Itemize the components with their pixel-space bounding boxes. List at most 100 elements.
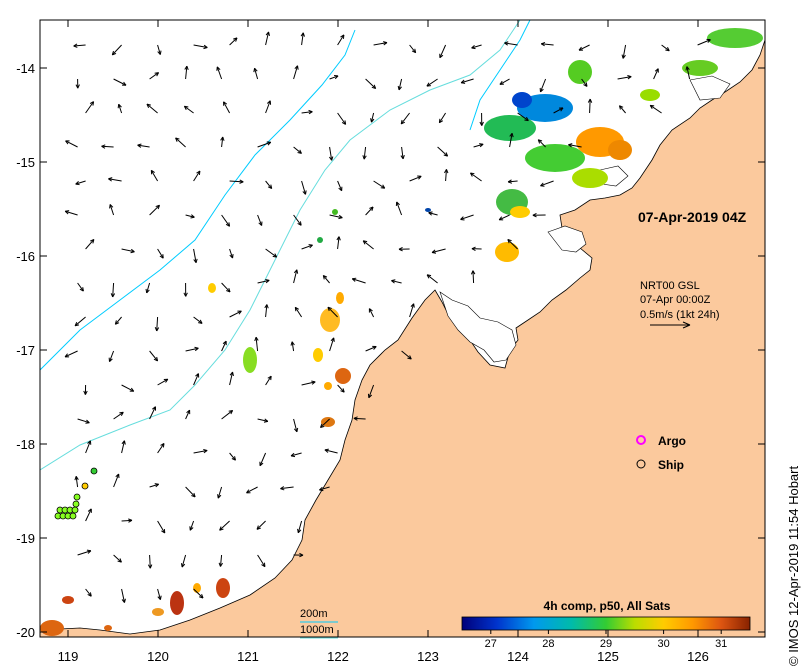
current-vector-head <box>159 595 162 600</box>
current-vector-head <box>115 473 120 478</box>
current-vector-head <box>112 293 116 298</box>
current-vector <box>257 418 268 422</box>
current-vector <box>537 139 546 148</box>
current-vector <box>540 180 554 187</box>
current-vector-head <box>340 34 345 38</box>
current-vector-head <box>149 564 153 569</box>
current-vector-head <box>431 252 437 254</box>
current-vector <box>401 146 404 159</box>
current-vector <box>293 65 299 80</box>
current-vector-head <box>217 494 219 499</box>
current-vector <box>426 274 438 284</box>
current-vector-head <box>686 66 690 70</box>
current-vector-head <box>220 136 224 141</box>
colorbar-tick-label: 27 <box>485 638 497 650</box>
current-vector-head <box>146 103 151 106</box>
current-vector-head <box>183 106 187 111</box>
current-vector-head <box>351 278 356 282</box>
current-vector <box>149 72 159 80</box>
current-vector-head <box>157 51 161 55</box>
current-vector-head <box>112 52 117 56</box>
current-vector-head <box>137 143 142 146</box>
current-vector <box>137 144 150 148</box>
current-vector <box>229 37 238 46</box>
y-tick-label: -17 <box>16 343 35 358</box>
current-vector-head <box>233 37 238 40</box>
current-vector <box>229 310 242 318</box>
current-vector <box>74 316 86 327</box>
current-vector-head <box>540 43 545 47</box>
current-vector-head <box>362 240 366 245</box>
current-vector-head <box>297 222 302 226</box>
current-vector-head <box>198 322 203 324</box>
current-vector-head <box>65 140 69 145</box>
ship-label: Ship <box>658 458 684 472</box>
current-vector-head <box>320 425 325 429</box>
current-vector <box>193 170 201 182</box>
current-vector-head <box>246 489 250 494</box>
current-vector <box>581 78 588 87</box>
current-vector <box>337 34 345 46</box>
contour-200m <box>40 20 531 371</box>
current-vector-head <box>383 42 388 46</box>
current-vector-head <box>84 390 88 395</box>
current-vector-head <box>230 410 234 415</box>
current-vector <box>219 520 230 531</box>
current-vector-head <box>481 121 484 126</box>
current-vector <box>409 175 422 182</box>
current-vector-head <box>308 109 313 113</box>
current-vector <box>157 588 161 600</box>
current-vector <box>293 214 302 226</box>
current-vector-head <box>280 486 285 490</box>
current-vector <box>619 105 626 114</box>
current-vector-head <box>504 41 509 44</box>
current-vector <box>185 486 196 498</box>
current-vector <box>113 473 120 488</box>
current-vector-head <box>75 476 79 480</box>
current-vector-head <box>336 236 340 241</box>
current-vector <box>255 337 259 352</box>
colorbar-tick-label: 31 <box>715 638 727 650</box>
current-vector <box>337 112 347 125</box>
current-vector-head <box>258 222 262 226</box>
current-vector-head <box>222 136 225 141</box>
current-vector-head <box>231 458 236 461</box>
current-vector-head <box>161 530 166 534</box>
current-vector-head <box>64 353 68 358</box>
current-vector-head <box>371 206 374 211</box>
current-vector <box>324 449 338 454</box>
current-vector-head <box>540 88 544 93</box>
x-tick-label: 121 <box>237 649 259 664</box>
current-vector <box>85 101 94 114</box>
current-vector <box>185 347 199 352</box>
current-vector-head <box>229 371 233 376</box>
current-vector <box>149 350 158 362</box>
current-vector-head <box>153 358 158 362</box>
current-vector-head <box>444 169 447 174</box>
current-vector-head <box>280 488 285 491</box>
current-vector-head <box>578 46 582 51</box>
current-vector-head <box>159 255 164 259</box>
current-vector-head <box>418 175 422 180</box>
current-vector <box>157 248 164 259</box>
current-vector-head <box>265 31 269 36</box>
current-vector <box>319 486 330 491</box>
current-vector-head <box>225 223 230 227</box>
current-vector-head <box>101 145 106 149</box>
current-vector-head <box>398 246 403 250</box>
current-vector <box>219 554 223 567</box>
y-tick-label: -16 <box>16 249 35 264</box>
current-vector-head <box>340 390 345 393</box>
current-vector <box>175 137 186 148</box>
current-vector-head <box>155 483 160 488</box>
current-vector-head <box>305 190 307 195</box>
current-vector-head <box>353 416 358 419</box>
current-vector <box>256 520 266 530</box>
current-vector-head <box>216 66 221 71</box>
current-vector <box>661 44 670 52</box>
current-vector <box>329 146 333 161</box>
current-vector-head <box>341 122 346 125</box>
current-vector <box>498 214 510 221</box>
current-vector <box>85 440 91 454</box>
current-vector-head <box>157 596 161 600</box>
